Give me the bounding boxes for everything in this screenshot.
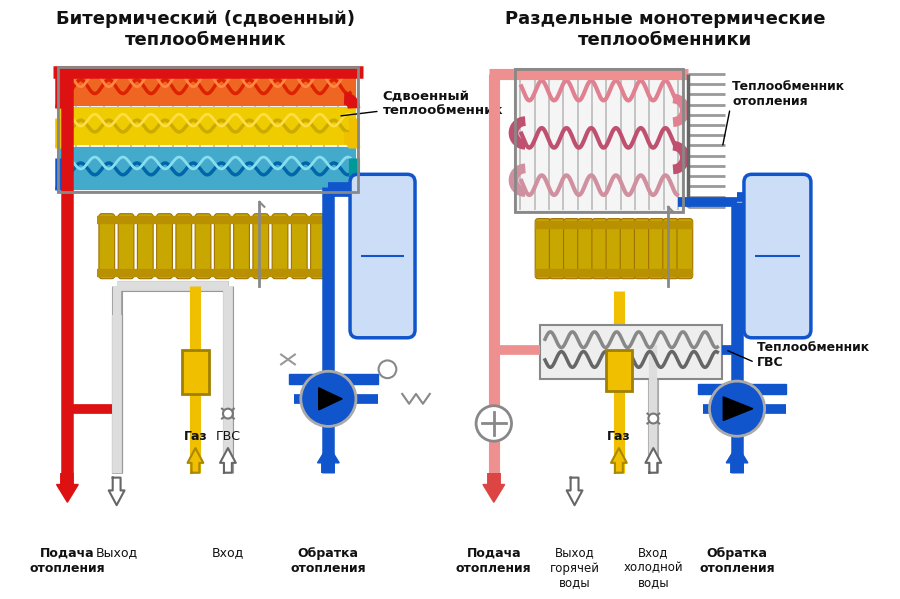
Circle shape <box>223 409 233 419</box>
FancyBboxPatch shape <box>234 214 249 279</box>
Text: Обратка
отопления: Обратка отопления <box>699 546 775 574</box>
Bar <box>59 147 356 190</box>
Text: Битермический (сдвоенный)
теплообменник: Битермический (сдвоенный) теплообменник <box>56 10 355 49</box>
Circle shape <box>301 371 356 426</box>
FancyBboxPatch shape <box>350 174 415 338</box>
Bar <box>289 374 378 384</box>
Text: Подача
отопления: Подача отопления <box>456 546 532 574</box>
FancyBboxPatch shape <box>292 214 307 279</box>
Text: Сдвоенный
теплообменник: Сдвоенный теплообменник <box>341 89 503 117</box>
Circle shape <box>476 406 511 441</box>
Bar <box>698 384 787 394</box>
Circle shape <box>709 381 765 436</box>
FancyBboxPatch shape <box>592 219 608 279</box>
FancyBboxPatch shape <box>578 219 593 279</box>
FancyBboxPatch shape <box>310 214 327 279</box>
Bar <box>540 325 723 379</box>
FancyBboxPatch shape <box>272 214 288 279</box>
Text: Раздельные монотермические
теплообменники: Раздельные монотермические теплообменник… <box>505 10 825 49</box>
FancyBboxPatch shape <box>649 219 664 279</box>
FancyBboxPatch shape <box>677 219 693 279</box>
Polygon shape <box>567 477 582 505</box>
Text: ГВС: ГВС <box>215 430 240 443</box>
Text: Обратка
отопления: Обратка отопления <box>291 546 366 574</box>
FancyBboxPatch shape <box>118 214 134 279</box>
FancyBboxPatch shape <box>176 214 192 279</box>
Polygon shape <box>645 448 662 473</box>
FancyBboxPatch shape <box>563 219 580 279</box>
FancyBboxPatch shape <box>536 219 551 279</box>
FancyBboxPatch shape <box>620 219 636 279</box>
FancyBboxPatch shape <box>99 214 114 279</box>
Polygon shape <box>611 448 626 473</box>
Polygon shape <box>319 388 342 410</box>
Polygon shape <box>318 445 339 463</box>
FancyBboxPatch shape <box>606 219 622 279</box>
Bar <box>182 350 209 394</box>
Bar <box>516 69 683 211</box>
Bar <box>516 69 683 211</box>
FancyBboxPatch shape <box>662 219 679 279</box>
Text: Газ: Газ <box>184 430 207 443</box>
FancyBboxPatch shape <box>549 219 565 279</box>
Text: Выход: Выход <box>95 546 138 559</box>
Bar <box>59 107 356 145</box>
Polygon shape <box>726 445 748 463</box>
Circle shape <box>648 413 658 423</box>
FancyBboxPatch shape <box>138 214 153 279</box>
Bar <box>58 67 358 192</box>
Bar <box>59 69 356 107</box>
FancyBboxPatch shape <box>195 214 211 279</box>
Polygon shape <box>109 477 124 505</box>
FancyBboxPatch shape <box>157 214 173 279</box>
Circle shape <box>379 361 396 378</box>
Text: Газ: Газ <box>608 430 631 443</box>
Polygon shape <box>483 485 505 502</box>
Bar <box>58 67 358 192</box>
Text: Выход
горячей
воды: Выход горячей воды <box>550 546 599 589</box>
Polygon shape <box>220 448 236 473</box>
FancyBboxPatch shape <box>744 174 811 338</box>
FancyBboxPatch shape <box>634 219 650 279</box>
Text: Подача
отопления: Подача отопления <box>30 546 105 574</box>
Polygon shape <box>57 485 78 502</box>
Polygon shape <box>187 448 203 473</box>
Polygon shape <box>724 397 752 420</box>
Text: Вход
холодной
воды: Вход холодной воды <box>624 546 683 589</box>
Text: Теплообменник
отопления: Теплообменник отопления <box>732 80 845 108</box>
FancyBboxPatch shape <box>253 214 269 279</box>
FancyBboxPatch shape <box>214 214 230 279</box>
Text: Теплообменник
ГВС: Теплообменник ГВС <box>757 340 870 368</box>
Bar <box>606 350 632 391</box>
Text: Вход: Вход <box>212 546 244 559</box>
